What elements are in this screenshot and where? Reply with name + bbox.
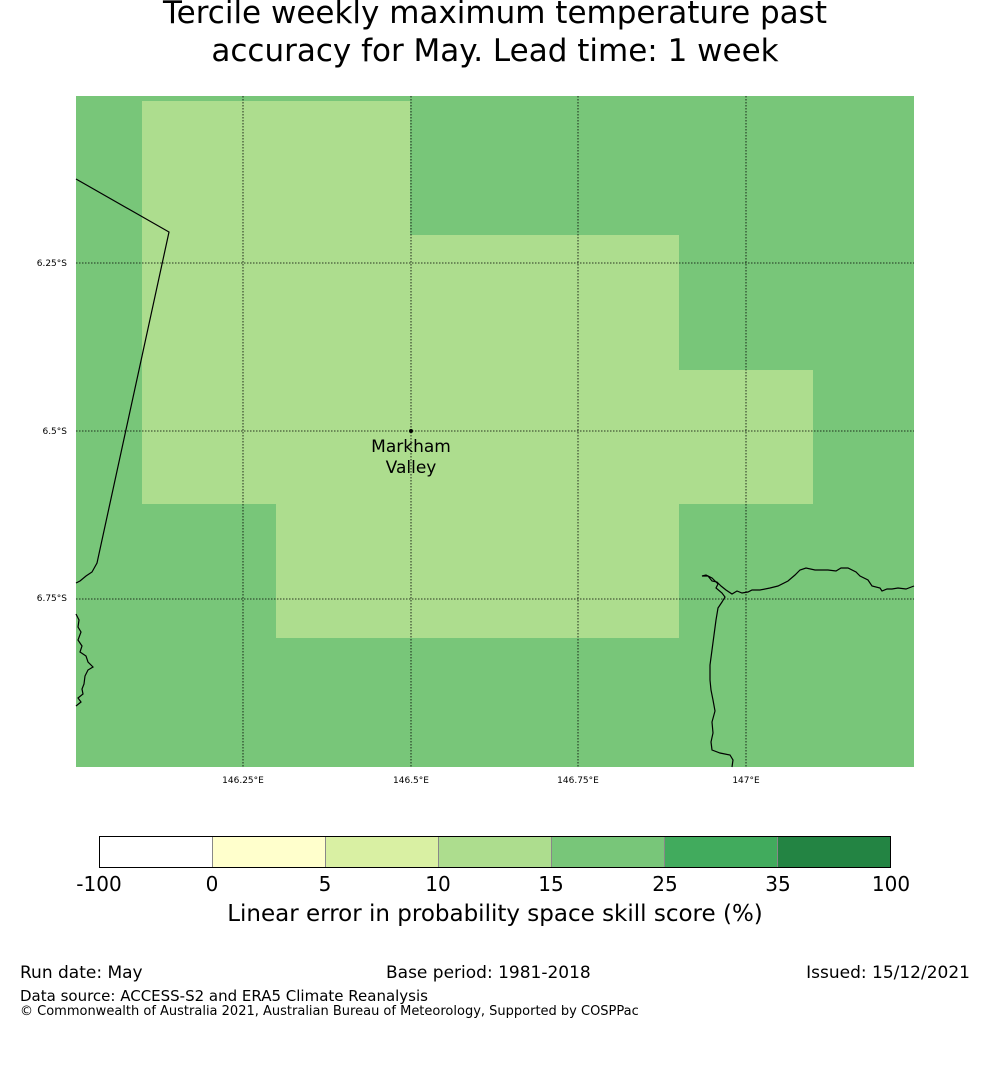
lat-label-6.5: 6.5°S — [42, 427, 67, 437]
title-line-2: accuracy for May. Lead time: 1 week — [211, 33, 779, 69]
east-coast — [701, 567, 915, 768]
colorbar-tick-label: 100 — [871, 872, 911, 896]
colorbar-label: Linear error in probability space skill … — [227, 901, 763, 927]
skill-map: Markham Valley 6.25°S 6.5°S 6.75°S 146.2… — [37, 96, 915, 786]
colorbar — [99, 836, 891, 868]
colorbar-tick-label: 10 — [425, 872, 451, 896]
west-coast — [75, 613, 94, 707]
map-title: Tercile weekly maximum temperature past … — [0, 0, 990, 70]
colorbar-tick-label: 0 — [205, 872, 219, 896]
gridlines — [76, 96, 914, 767]
colorbar-segment-2 — [213, 837, 326, 867]
colorbar-tick-label: 25 — [652, 872, 678, 896]
coastline — [75, 178, 915, 768]
colorbar-segment-6 — [665, 837, 778, 867]
colorbar-segment-7 — [778, 837, 890, 867]
colorbar-segment-3 — [326, 837, 439, 867]
lon-label-146.25: 146.25°E — [222, 776, 264, 786]
colorbar-tick-label: 5 — [318, 872, 332, 896]
colorbar-segment-4 — [439, 837, 552, 867]
colorbar-segment-5 — [552, 837, 665, 867]
location-marker — [409, 429, 413, 433]
issued-date: Issued: 15/12/2021 — [806, 963, 970, 983]
location-label-line-1: Markham — [371, 437, 451, 457]
skill-region-10-15 — [142, 101, 813, 638]
run-date: Run date: May — [20, 963, 143, 983]
colorbar-tick-label: 15 — [538, 872, 564, 896]
lon-label-146.5: 146.5°E — [393, 776, 429, 786]
colorbar-tick-label: -100 — [76, 872, 122, 896]
copyright: © Commonwealth of Australia 2021, Austra… — [20, 1004, 639, 1019]
lon-label-146.75: 146.75°E — [557, 776, 599, 786]
lon-label-147: 147°E — [732, 776, 760, 786]
colorbar-tick-label: 35 — [765, 872, 791, 896]
title-line-1: Tercile weekly maximum temperature past — [162, 0, 827, 31]
lat-label-6.25: 6.25°S — [37, 259, 68, 269]
data-source: Data source: ACCESS-S2 and ERA5 Climate … — [20, 987, 428, 1005]
base-period: Base period: 1981-2018 — [386, 963, 591, 983]
border-line — [75, 178, 170, 584]
colorbar-segment-1 — [100, 837, 213, 867]
lat-label-6.75: 6.75°S — [37, 594, 68, 604]
location-label-line-2: Valley — [386, 458, 437, 478]
